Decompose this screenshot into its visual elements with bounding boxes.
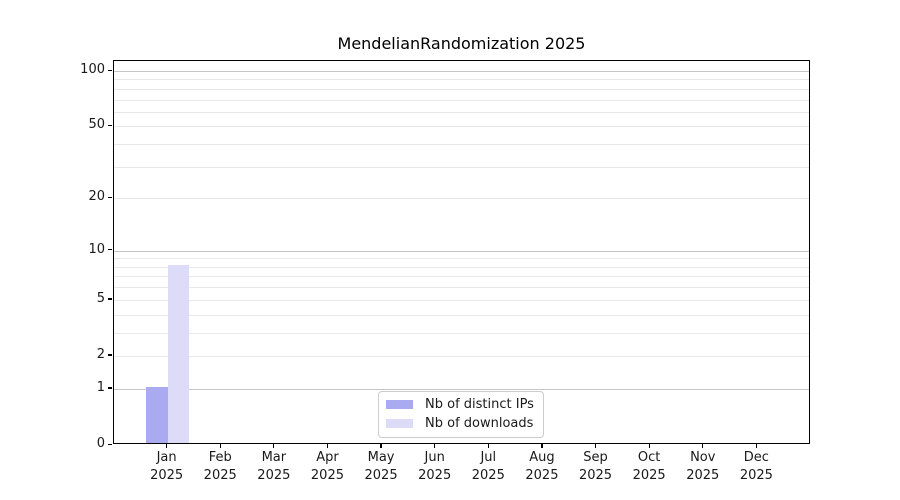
y-axis-tick-label: 5	[96, 290, 105, 306]
x-tick-mark-may	[380, 444, 382, 448]
gridline-minor-6	[114, 287, 809, 289]
y-axis-tick-label: 2	[96, 346, 105, 362]
legend-label-distinct-ips: Nb of distinct IPs	[425, 397, 534, 412]
y-tick-mark-100	[108, 69, 112, 71]
legend-swatch-downloads	[386, 419, 413, 428]
plot-area	[113, 60, 810, 444]
legend-label-downloads: Nb of downloads	[425, 416, 534, 431]
y-tick-mark-0	[108, 443, 112, 445]
bar-distinct-ips-jan	[145, 386, 168, 443]
x-axis-tick-label: Aug 2025	[525, 450, 559, 483]
x-axis-tick-label: Mar 2025	[257, 450, 291, 483]
gridline-minor-30	[114, 166, 809, 168]
y-tick-mark-50	[108, 124, 112, 127]
x-axis-tick-label: Apr 2025	[310, 450, 344, 483]
y-axis-tick-label: 1	[96, 379, 105, 395]
chart-title: MendelianRandomization 2025	[337, 34, 586, 53]
legend-swatch-distinct-ips	[386, 400, 413, 409]
x-axis-tick-label: Jun 2025	[418, 450, 452, 483]
gridline-minor-60	[114, 111, 809, 113]
x-tick-mark-sep	[594, 444, 597, 448]
x-tick-mark-mar	[273, 444, 275, 448]
x-axis-tick-label: Dec 2025	[739, 450, 773, 483]
legend-item-downloads: Nb of downloads	[386, 416, 534, 431]
y-axis-tick-label: 50	[88, 117, 105, 133]
gridline-minor-7	[114, 276, 809, 278]
x-axis-tick-label: Jul 2025	[471, 450, 505, 483]
gridline-minor-2	[114, 355, 809, 357]
y-axis-tick-label: 10	[88, 241, 105, 257]
y-axis-tick-label: 100	[80, 62, 105, 77]
x-tick-mark-feb	[219, 444, 221, 448]
x-tick-mark-nov	[702, 444, 704, 448]
x-axis-tick-label: May 2025	[364, 450, 398, 483]
x-tick-mark-jan	[165, 444, 168, 448]
legend-item-distinct-ips: Nb of distinct IPs	[386, 397, 534, 412]
y-tick-mark-5	[108, 298, 112, 300]
y-tick-mark-1	[108, 387, 112, 389]
y-axis-tick-label: 20	[88, 189, 105, 205]
y-tick-mark-20	[108, 196, 112, 199]
x-tick-mark-dec	[755, 444, 758, 448]
y-axis-tick-label: 0	[96, 436, 105, 451]
x-tick-mark-jun	[434, 444, 436, 448]
x-axis-tick-label: Oct 2025	[632, 450, 666, 483]
x-tick-mark-oct	[648, 444, 650, 448]
gridline-minor-50	[114, 126, 809, 128]
x-axis-tick-label: Jan 2025	[150, 450, 184, 483]
x-tick-mark-jul	[487, 444, 489, 448]
y-tick-mark-2	[108, 354, 112, 356]
bar-downloads-jan	[167, 264, 190, 443]
gridline-major-10	[114, 250, 809, 252]
gridline-minor-8	[114, 266, 809, 268]
gridline-minor-9	[114, 258, 809, 260]
gridline-major-100	[114, 71, 809, 72]
x-axis-tick-label: Feb 2025	[203, 450, 237, 483]
gridline-minor-5	[114, 299, 809, 301]
gridline-minor-4	[114, 314, 809, 316]
x-axis-tick-label: Nov 2025	[686, 450, 720, 483]
gridline-minor-40	[114, 144, 809, 146]
gridline-minor-80	[114, 88, 809, 90]
x-tick-mark-apr	[326, 444, 329, 448]
legend: Nb of distinct IPs Nb of downloads	[378, 391, 544, 438]
y-tick-mark-10	[108, 249, 112, 251]
gridline-minor-20	[114, 198, 809, 200]
gridline-major-1	[114, 388, 809, 390]
x-axis-tick-label: Sep 2025	[578, 450, 613, 483]
gridline-minor-70	[114, 99, 809, 101]
gridline-minor-3	[114, 332, 809, 334]
x-tick-mark-aug	[541, 444, 543, 448]
gridline-minor-90	[114, 79, 809, 81]
